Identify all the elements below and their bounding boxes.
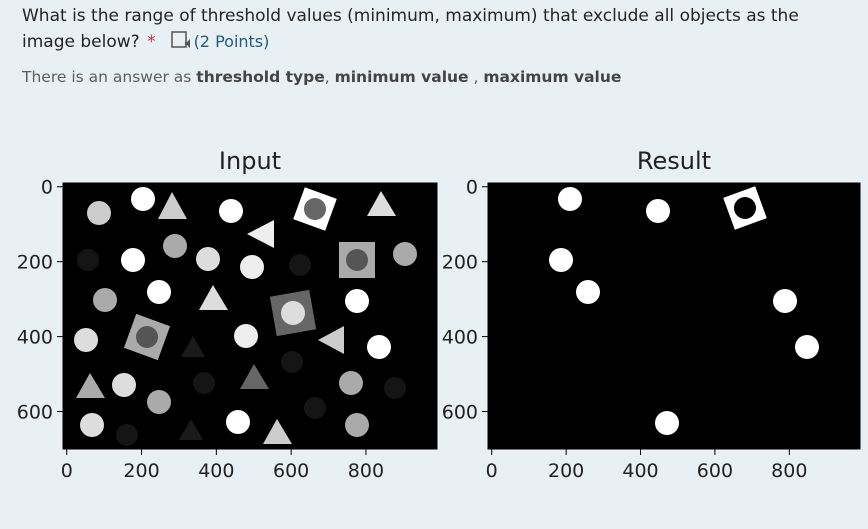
x-tick-label: 0 — [61, 460, 73, 482]
objects — [74, 187, 417, 444]
instruction-segment: minimum value — [334, 68, 469, 86]
x-tick-label: 600 — [697, 460, 733, 482]
x-tick-label: 200 — [548, 460, 584, 482]
x-tick-label: 200 — [123, 460, 159, 482]
y-tick-label: 200 — [442, 252, 478, 274]
axes-frame — [62, 182, 438, 450]
points: (2 Points) — [193, 32, 270, 51]
y-tick-label: 600 — [442, 402, 478, 424]
axes-frame — [487, 182, 861, 450]
y-tick-label: 400 — [442, 327, 478, 349]
x-tick-label: 800 — [771, 460, 807, 482]
instruction: There is an answer as threshold type, mi… — [22, 68, 621, 86]
figure: Input 0 200 400 600 800 0 200 400 600 Result 0 200 40… — [17, 147, 861, 482]
panel-title: Input — [219, 147, 281, 175]
panel-title: Result — [637, 147, 711, 175]
instruction-segment: threshold type — [196, 68, 325, 86]
required-mark: * — [147, 32, 156, 52]
x-tick-label: 0 — [486, 460, 498, 482]
y-tick-label: 0 — [466, 177, 478, 199]
y-tick-label: 400 — [17, 327, 53, 349]
y-tick-label: 0 — [41, 177, 53, 199]
x-tick-label: 400 — [622, 460, 658, 482]
immersive-reader-icon[interactable] — [170, 30, 194, 50]
instruction-segment: , — [468, 68, 484, 86]
question-text: What is the range of threshold values (m… — [22, 6, 799, 52]
result-image — [488, 183, 860, 449]
instruction-segment: There is an answer as — [22, 68, 197, 86]
x-tick-label: 600 — [273, 460, 309, 482]
question: What is the range of threshold values (m… — [22, 4, 842, 55]
input-image — [63, 183, 437, 449]
y-tick-label: 200 — [17, 252, 53, 274]
x-tick-label: 800 — [348, 460, 384, 482]
x-tick-label: 400 — [198, 460, 234, 482]
instruction-segment: maximum value — [483, 68, 622, 86]
y-tick-label: 600 — [17, 402, 53, 424]
instruction-segment: , — [324, 68, 335, 86]
